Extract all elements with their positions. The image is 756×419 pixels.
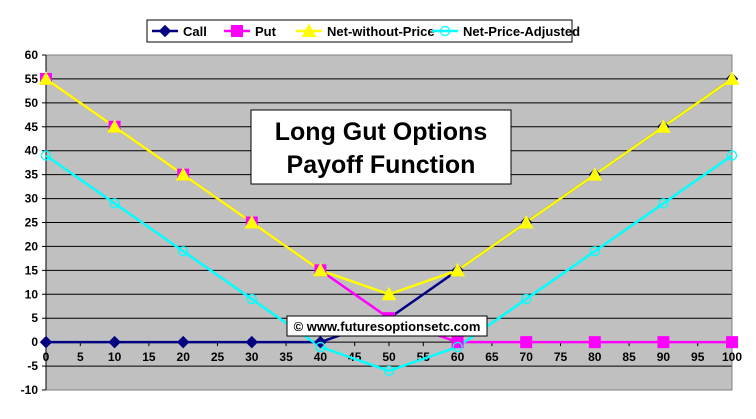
x-tick-label: 70 — [520, 350, 534, 364]
y-tick-label: 15 — [25, 263, 39, 277]
data-point-net-without-price — [244, 214, 260, 229]
x-tick-label: 10 — [108, 350, 122, 364]
y-tick-label: 10 — [25, 287, 39, 301]
y-tick-label: 40 — [25, 144, 39, 158]
data-point-put — [657, 336, 670, 349]
watermark-text: © www.futuresoptionsetc.com — [294, 319, 481, 334]
legend-label-put: Put — [255, 24, 277, 39]
y-tick-label: 20 — [25, 239, 39, 253]
data-point-net-without-price — [587, 167, 603, 181]
data-point-put — [726, 336, 738, 349]
x-tick-label: 5 — [77, 350, 84, 364]
x-tick-label: 75 — [554, 350, 568, 364]
marker-layer — [38, 71, 740, 377]
y-tick-label: 55 — [25, 72, 39, 86]
data-point-call — [176, 335, 190, 349]
data-point-net-without-price — [518, 214, 534, 229]
data-point-call — [245, 335, 259, 349]
data-point-net-price-adjusted — [315, 341, 326, 353]
chart-title-line-2: Payoff Function — [287, 151, 476, 179]
x-tick-label: 15 — [142, 350, 156, 364]
x-tick-label: 80 — [588, 350, 602, 364]
title-box: Long Gut Options Payoff Function — [250, 109, 512, 185]
data-point-net-price-adjusted — [589, 246, 600, 257]
y-tick-label: 30 — [25, 192, 39, 206]
legend-marker-net-price-adjusted — [439, 25, 451, 37]
data-point-put — [588, 336, 601, 349]
data-point-net-price-adjusted — [178, 246, 189, 257]
data-point-net-without-price — [175, 167, 191, 181]
data-point-net-without-price — [656, 119, 671, 133]
watermark-box: © www.futuresoptionsetc.com — [286, 315, 488, 337]
y-tick-label: 45 — [25, 120, 39, 134]
legend: Call Put Net-without-Price Net-Price-Adjust… — [146, 19, 580, 43]
legend-marker-put — [231, 25, 243, 37]
data-point-net-price-adjusted — [521, 293, 532, 305]
y-tick-label: 35 — [25, 168, 39, 182]
y-tick-label: 25 — [25, 216, 39, 230]
y-tick-label: 5 — [31, 311, 38, 325]
data-point-net-without-price — [313, 262, 328, 277]
data-point-net-without-price — [107, 119, 122, 133]
x-tick-label: 30 — [245, 350, 259, 364]
data-point-net-price-adjusted — [246, 293, 257, 305]
legend-label-call: Call — [183, 24, 207, 39]
x-tick-label: 20 — [177, 350, 191, 364]
legend-label-net-without-price: Net-without-Price — [327, 24, 435, 39]
chart-title-line-1: Long Gut Options — [275, 118, 487, 146]
x-tick-label: 90 — [657, 350, 671, 364]
legend-marker-call — [158, 24, 172, 38]
x-tick-label: 100 — [722, 350, 742, 364]
series-line-net-price-adjusted — [45, 154, 733, 373]
data-point-net-price-adjusted — [726, 150, 738, 161]
x-tick-label: 35 — [279, 350, 293, 364]
x-tick-label: 85 — [622, 350, 636, 364]
y-tick-label: 0 — [31, 335, 38, 349]
legend-box — [146, 19, 573, 43]
x-tick-label: 50 — [382, 350, 396, 364]
x-tick-label: 60 — [451, 350, 465, 364]
data-point-call — [108, 335, 121, 349]
y-tick-label: 60 — [25, 48, 39, 62]
y-tick-label: 50 — [25, 96, 39, 110]
data-point-net-without-price — [450, 262, 465, 277]
legend-items: Call Put Net-without-Price Net-Price-Adjust… — [152, 23, 580, 39]
data-point-net-price-adjusted — [109, 198, 120, 209]
x-tick-label: 95 — [691, 350, 705, 364]
data-point-net-price-adjusted — [452, 341, 463, 353]
data-point-call — [39, 335, 53, 349]
data-point-net-price-adjusted — [383, 365, 395, 377]
legend-marker-net-without-price — [301, 23, 317, 37]
data-point-net-price-adjusted — [658, 198, 669, 209]
x-tick-label: 25 — [211, 350, 225, 364]
x-tick-label: 0 — [43, 350, 50, 364]
x-tick-label: 65 — [485, 350, 499, 364]
data-point-net-without-price — [724, 71, 740, 85]
data-point-net-without-price — [38, 71, 54, 85]
data-point-put — [520, 336, 533, 349]
y-tick-label: -5 — [27, 359, 38, 373]
legend-label-net-price-adjusted: Net-Price-Adjusted — [463, 24, 580, 39]
y-tick-label: -10 — [21, 383, 39, 397]
data-point-net-price-adjusted — [40, 150, 52, 161]
data-point-net-without-price — [381, 286, 397, 301]
x-tick-label: 40 — [314, 350, 328, 364]
